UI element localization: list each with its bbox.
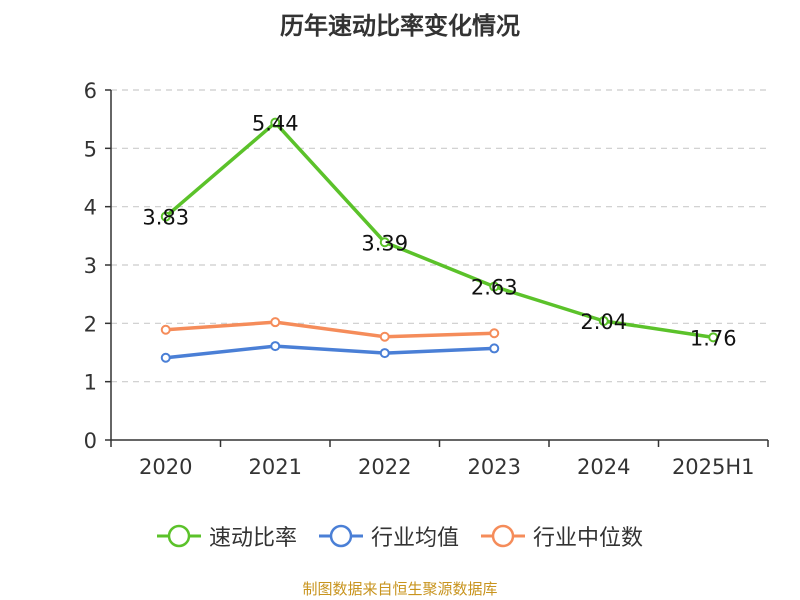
legend-label: 速动比率: [208, 526, 297, 551]
source-note: 制图数据来自恒生聚源数据库: [302, 580, 498, 598]
legend-label: 行业中位数: [533, 526, 644, 551]
x-tick-label: 2022: [358, 455, 411, 479]
legend-item[interactable]: 行业中位数: [481, 520, 643, 552]
legend-line-circle-icon: [156, 524, 201, 548]
data-point: [379, 237, 390, 248]
series-line-3: [165, 320, 495, 339]
data-point: [160, 352, 171, 363]
x-tick-label: 2025H1: [672, 455, 755, 479]
legend-circle: [329, 524, 353, 548]
data-point: [270, 117, 281, 128]
data-point: [379, 331, 390, 342]
y-tick-label: 3: [84, 254, 97, 278]
legend-line-circle-icon: [318, 524, 363, 548]
data-point: [160, 324, 171, 335]
data-label: 5.44: [252, 112, 299, 136]
data-point: [160, 211, 171, 222]
legend-circle: [491, 524, 515, 548]
legend: 速动比率 行业均值 行业中位数: [0, 520, 800, 552]
legend-circle: [167, 524, 191, 548]
data-label: 1.76: [690, 326, 737, 350]
data-label: 3.83: [142, 206, 189, 230]
x-tick-label: 2024: [577, 455, 630, 479]
legend-item[interactable]: 行业均值: [318, 520, 459, 552]
data-label: 2.63: [471, 276, 518, 300]
data-labels: 3.83 5.44 3.39 2.63 2.04 1.76: [142, 112, 736, 351]
legend-label: 行业均值: [370, 526, 459, 551]
data-label: 3.39: [361, 231, 408, 255]
data-point: [708, 332, 719, 343]
y-tick-label: 1: [84, 371, 97, 395]
y-tick-label: 5: [84, 137, 97, 161]
axes: 0 1 2 3 4 5 6 2020 2021 2022 2023 2024 2025H1: [84, 79, 769, 479]
gridlines: [111, 89, 768, 383]
x-tick-label: 2021: [249, 455, 302, 479]
x-tick-label: 2020: [139, 455, 192, 479]
data-point: [270, 317, 281, 328]
x-tick-label: 2023: [468, 455, 521, 479]
chart-title: 历年速动比率变化情况: [280, 12, 520, 40]
y-tick-label: 2: [84, 312, 97, 336]
data-label: 2.04: [580, 310, 627, 334]
series-line-2: [165, 344, 495, 360]
y-tick-label: 4: [84, 196, 97, 220]
data-point: [489, 328, 500, 339]
data-point: [489, 343, 500, 354]
data-point: [379, 348, 390, 359]
y-tick-label: 0: [84, 429, 97, 453]
legend-line-circle-icon: [481, 524, 525, 548]
series-lines: [160, 117, 719, 363]
data-point: [489, 281, 500, 292]
series-line-1: [164, 120, 714, 340]
legend-item[interactable]: 速动比率: [156, 520, 297, 552]
y-tick-label: 6: [84, 79, 97, 103]
data-point: [270, 341, 281, 352]
data-point: [598, 316, 609, 326]
